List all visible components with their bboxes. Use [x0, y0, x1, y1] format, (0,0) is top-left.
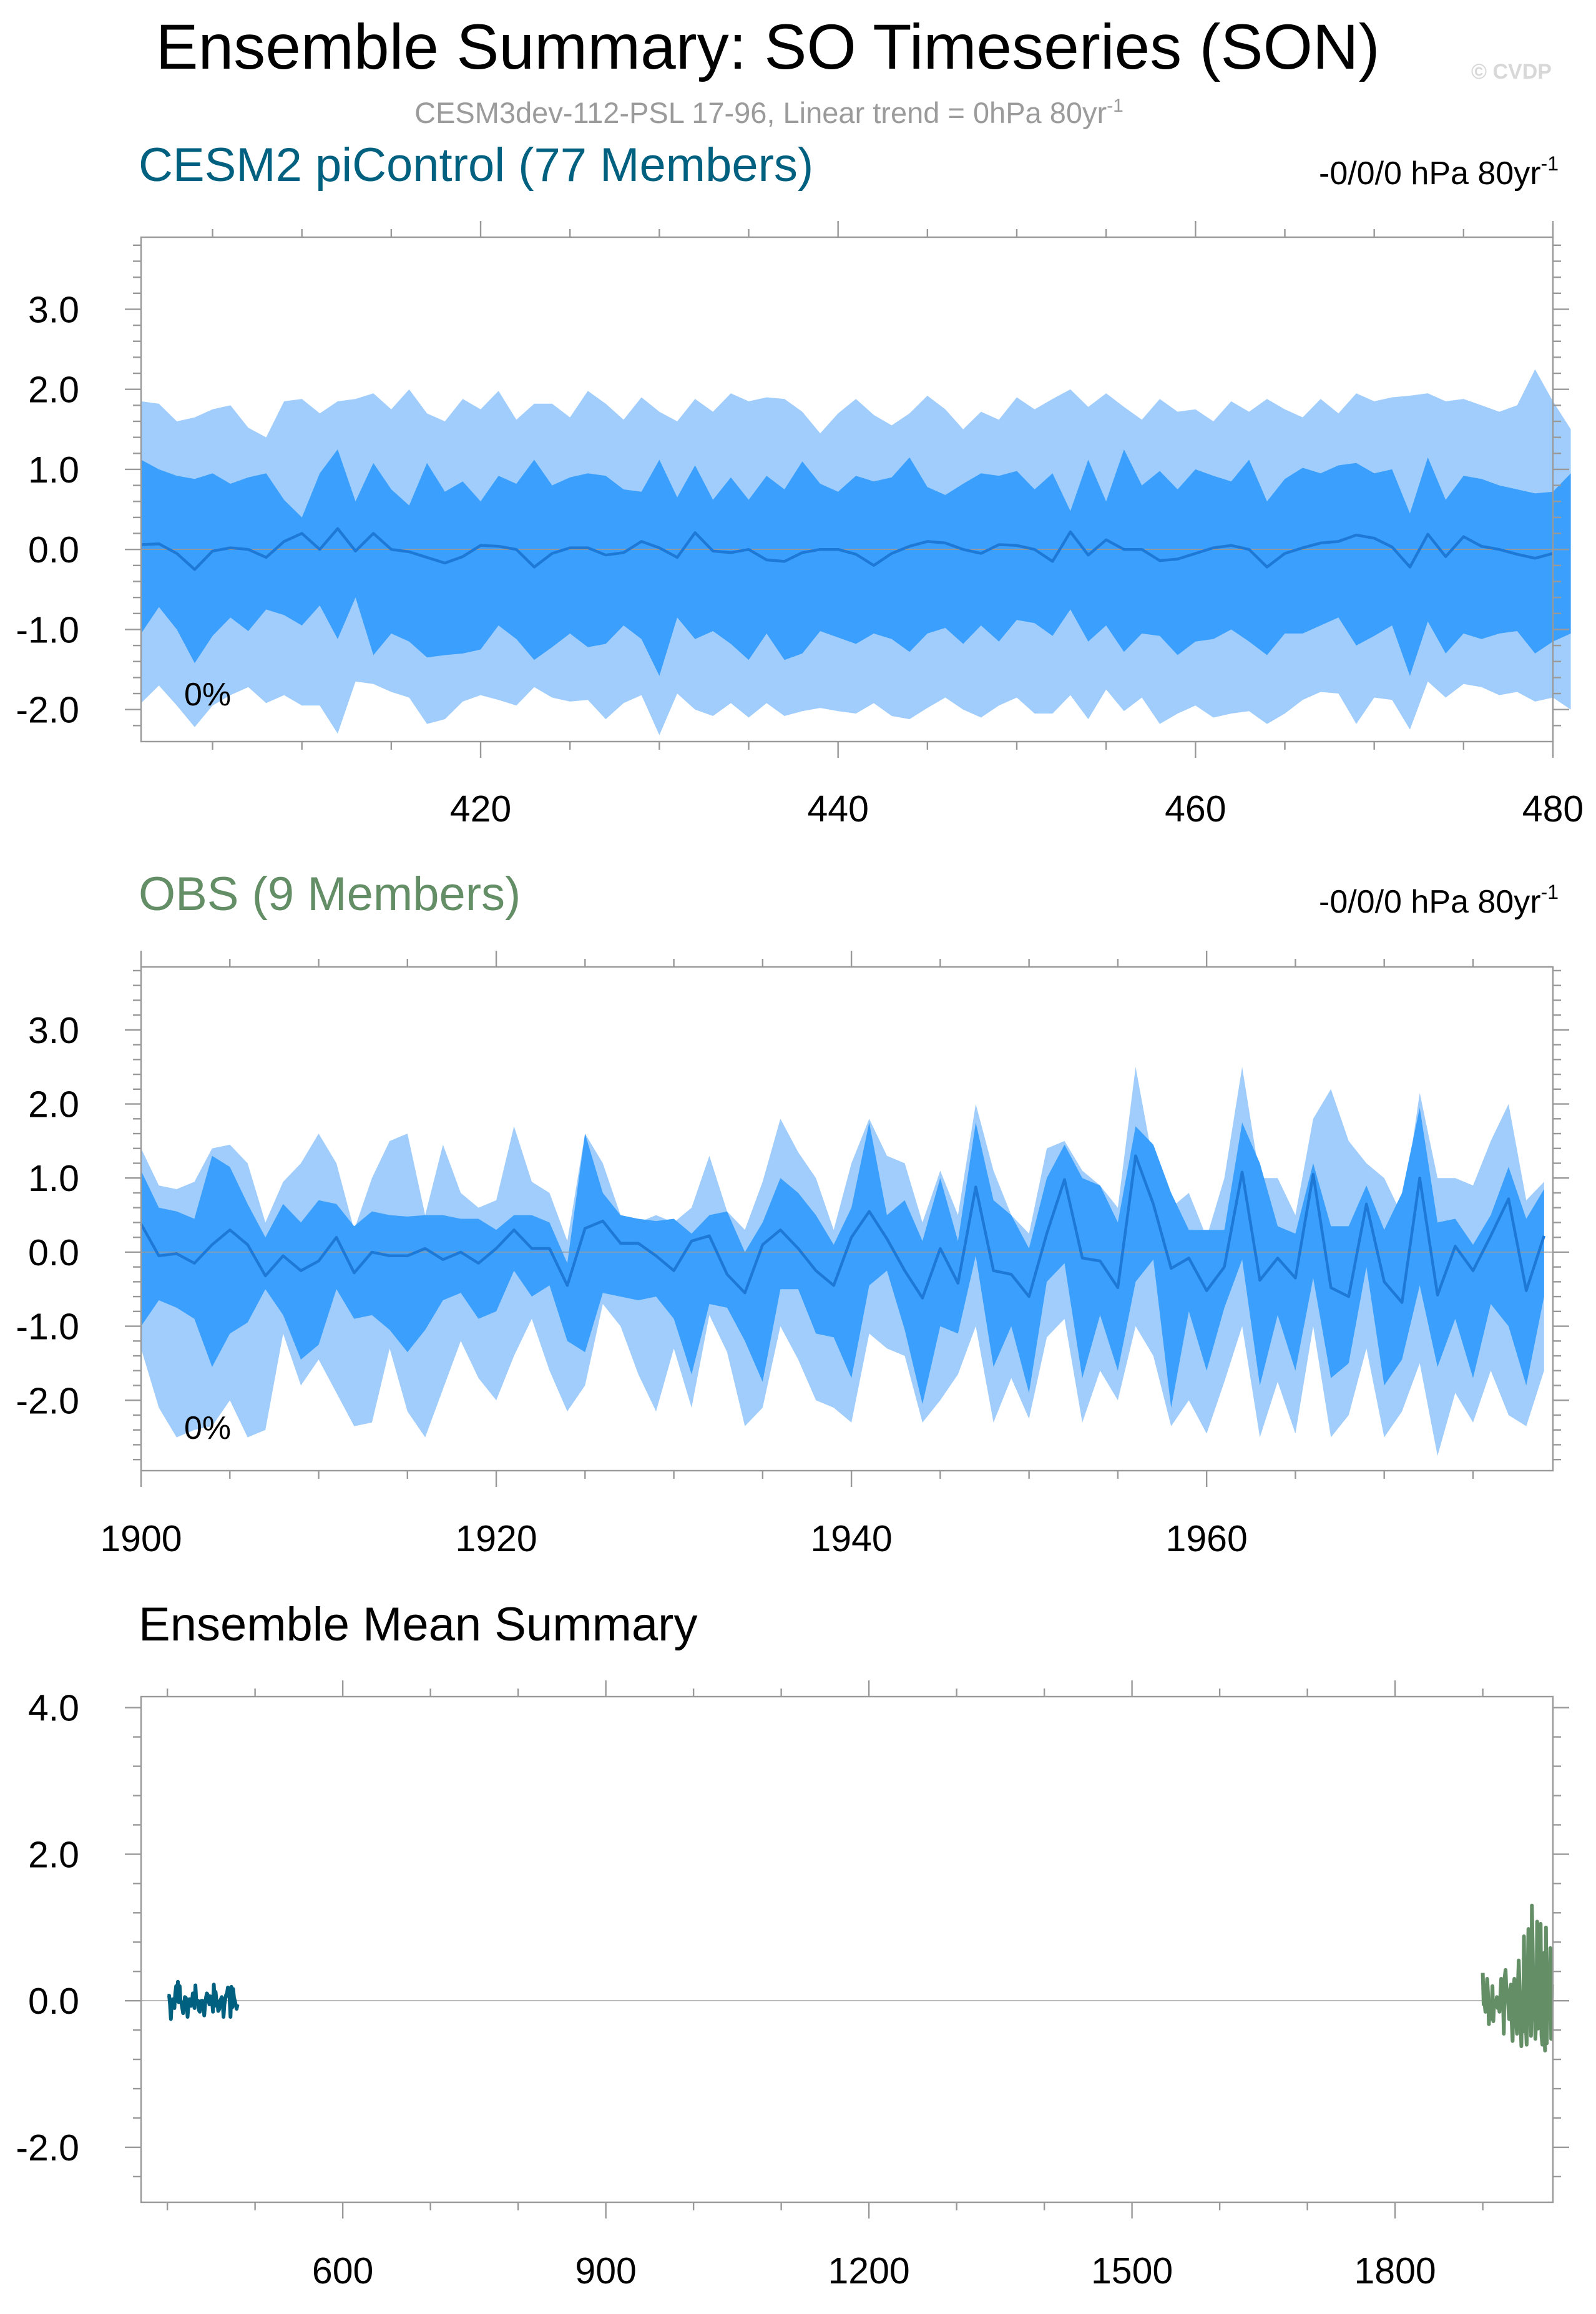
x-tick-label: 900	[575, 2250, 636, 2292]
y-tick-label: 0.0	[28, 1232, 79, 1273]
y-tick-label: 2.0	[28, 1084, 79, 1125]
x-tick-label: 600	[312, 2250, 373, 2292]
inner-spread-band	[141, 449, 1571, 676]
x-tick-label: 1200	[828, 2250, 909, 2292]
y-tick-label: 3.0	[28, 1010, 79, 1051]
y-tick-label: -2.0	[16, 690, 79, 731]
y-tick-label: 0.0	[28, 529, 79, 571]
x-tick-label: 420	[450, 788, 511, 830]
y-tick-label: 2.0	[28, 370, 79, 411]
plot-frame	[140, 966, 1554, 1472]
ensemble-mean-line	[140, 527, 1554, 571]
y-tick-label: 1.0	[28, 1158, 79, 1199]
trend-label: -0/0/0 hPa 80yr-1	[1319, 881, 1559, 920]
panel-title: OBS (9 Members)	[139, 868, 521, 921]
y-tick-label: 0.0	[28, 1981, 79, 2022]
y-tick-label: 2.0	[28, 1834, 79, 1875]
x-tick-label: 1920	[455, 1518, 537, 1559]
trend-label-sup: -1	[1541, 152, 1559, 175]
panel-title: Ensemble Mean Summary	[139, 1598, 697, 1651]
y-tick-label: -1.0	[16, 609, 79, 650]
x-tick-label: 1800	[1354, 2250, 1436, 2292]
x-tick-label: 460	[1165, 788, 1226, 830]
x-tick-label: 1960	[1166, 1518, 1248, 1559]
x-tick-label: 1900	[100, 1518, 182, 1559]
plot-frame	[140, 1695, 1554, 2204]
plot-frame	[140, 236, 1554, 743]
trend-label: -0/0/0 hPa 80yr-1	[1319, 152, 1559, 192]
x-tick-label: 1940	[810, 1518, 892, 1559]
figure-subtitle-sup: -1	[1107, 96, 1124, 116]
percent-label: 0%	[184, 1410, 231, 1446]
trend-label-text: -0/0/0 hPa 80yr	[1319, 884, 1541, 920]
cvdp-watermark: © CVDP	[1471, 60, 1552, 84]
trend-label-sup: -1	[1541, 881, 1559, 903]
y-tick-label: 3.0	[28, 289, 79, 330]
x-tick-label: 440	[807, 788, 868, 830]
y-tick-label: 4.0	[28, 1688, 79, 1729]
y-tick-label: -2.0	[16, 2127, 79, 2169]
panel-3: Ensemble Mean Summary 600 900 1200 1500 1800 4…	[16, 1598, 1569, 2292]
y-tick-label: -1.0	[16, 1307, 79, 1348]
trend-label-text: -0/0/0 hPa 80yr	[1319, 155, 1541, 192]
y-tick-label: 1.0	[28, 449, 79, 491]
series-obs	[1481, 1903, 1554, 2052]
percent-label: 0%	[184, 677, 231, 713]
panel-1: CESM2 piControl (77 Members) -0/0/0 hPa 8…	[16, 139, 1584, 830]
plots: CESM2 piControl (77 Members) -0/0/0 hPa 8…	[16, 139, 1584, 2292]
y-tick-label: -2.0	[16, 1380, 79, 1421]
figure-title: Ensemble Summary: SO Timeseries (SON)	[155, 11, 1379, 82]
panel-title: CESM2 piControl (77 Members)	[139, 139, 813, 192]
ensemble-mean-line	[140, 1154, 1545, 1304]
figure-subtitle: CESM3dev-112-PSL 17-96, Linear trend = 0…	[414, 96, 1124, 129]
series-cesm2-picontrol	[167, 1979, 240, 2021]
x-tick-label: 1500	[1091, 2250, 1173, 2292]
panel-2: OBS (9 Members) -0/0/0 hPa 80yr-1 0% 1900 19…	[16, 868, 1569, 1559]
x-tick-label: 480	[1522, 788, 1584, 830]
